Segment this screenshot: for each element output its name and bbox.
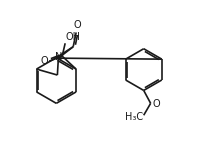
Text: OH: OH — [66, 32, 81, 42]
Text: O: O — [153, 99, 160, 109]
Text: O: O — [73, 20, 81, 30]
Text: N: N — [55, 52, 63, 62]
Text: O: O — [40, 56, 48, 66]
Text: H₃C: H₃C — [125, 112, 143, 122]
